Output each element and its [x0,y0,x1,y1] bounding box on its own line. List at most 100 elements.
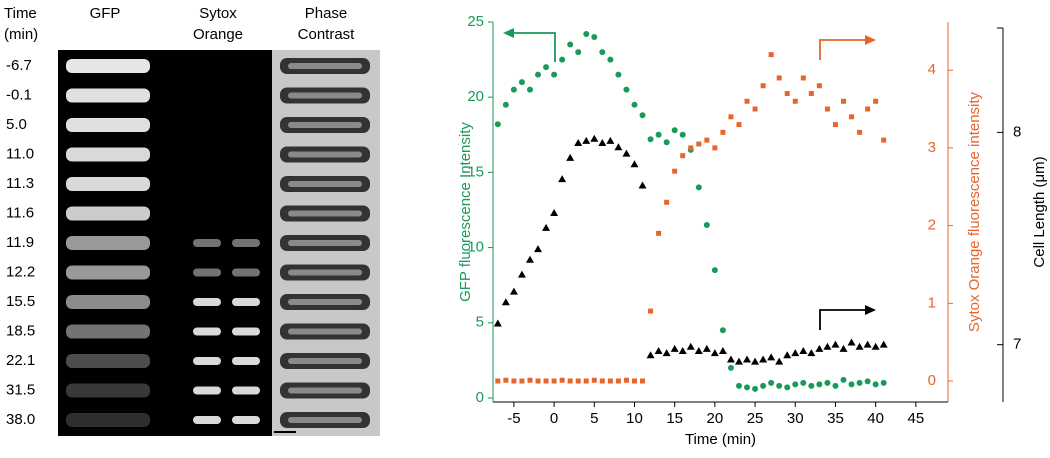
column-header: GFP [90,5,121,22]
sytox-spot [232,239,260,247]
point [767,353,776,361]
point [800,75,806,81]
chart: -5 0 5 10 15 20 25 30 35 40 45 0 5 10 15 20 25 0 1 2 3 4 7 8 Tim… [457,13,1048,448]
x-tick-label: 25 [747,410,764,427]
gfp-cell [66,147,150,162]
point [823,342,832,350]
phase-cell-center [288,240,362,246]
sytox-arrow [819,39,866,60]
sytox-spot [193,298,221,306]
point [662,349,671,357]
point [646,351,655,359]
gfp-arrowhead [503,28,514,38]
time-label: -0.1 [6,86,32,103]
point [871,342,880,350]
column-header: Time [4,5,37,22]
phase-cell-center [288,181,362,187]
point [880,379,887,386]
point [768,379,775,386]
point [583,378,589,384]
column-header: (min) [4,26,38,43]
point [543,378,549,384]
point [881,137,887,143]
point [623,86,630,93]
time-label: 15.5 [6,293,35,310]
sytox-spot [193,386,221,395]
point [775,357,784,365]
point [760,382,767,389]
phase-cell-center [288,358,362,364]
y2-axis-title: Sytox Orange fluorescence intensity [966,91,983,332]
point [503,377,509,383]
phase-cell-center [288,63,362,69]
point [815,344,824,352]
point [791,349,800,357]
arrows [503,28,876,330]
point [839,344,848,352]
time-label: 31.5 [6,381,35,398]
point [710,349,719,357]
point [567,378,573,384]
point [696,141,702,147]
phase-cell-center [288,210,362,217]
point [704,137,710,143]
point [543,64,550,71]
y-tick-label: 10 [467,239,484,256]
phase-cell-center [288,328,362,335]
x-tick-label: -5 [507,410,520,427]
point [615,71,622,78]
point [840,376,847,383]
point [734,357,743,365]
x-tick-label: 15 [666,410,683,427]
gfp-cell [66,324,150,339]
point [807,349,816,357]
y-tick-label: 25 [467,13,484,30]
time-label: 12.2 [6,263,35,280]
point [534,245,543,253]
point [607,56,614,63]
point [519,378,525,384]
point [872,381,879,388]
time-label: 11.9 [6,234,34,251]
point [607,378,613,384]
point [792,381,799,388]
point [759,355,768,363]
gfp-cell [66,236,150,250]
point [695,184,702,191]
point [703,222,710,229]
time-label: 11.0 [6,145,34,162]
point [654,347,663,355]
point [808,382,815,389]
phase-cell-center [288,417,362,423]
point [614,143,623,151]
sytox-spot [193,357,221,365]
point [542,223,551,231]
point [517,270,526,278]
point [688,145,694,151]
point [808,90,814,96]
point [855,342,864,350]
column-header: Orange [193,26,243,43]
sytox-spot [232,416,260,424]
point [863,340,872,348]
point [800,379,807,386]
point [599,378,605,384]
point [640,378,646,384]
point [718,347,727,355]
point [551,71,558,78]
gfp-cell [66,354,150,368]
gfp-cell [66,295,150,309]
point [719,327,726,334]
point [591,34,598,41]
time-label: 11.3 [6,175,34,192]
y2-tick-label: 1 [928,294,936,311]
point [776,382,783,389]
point [630,160,639,168]
point [590,134,599,142]
point [558,175,567,183]
column-header: Contrast [298,26,356,43]
point [502,101,509,108]
point [824,379,831,386]
point [535,378,541,384]
